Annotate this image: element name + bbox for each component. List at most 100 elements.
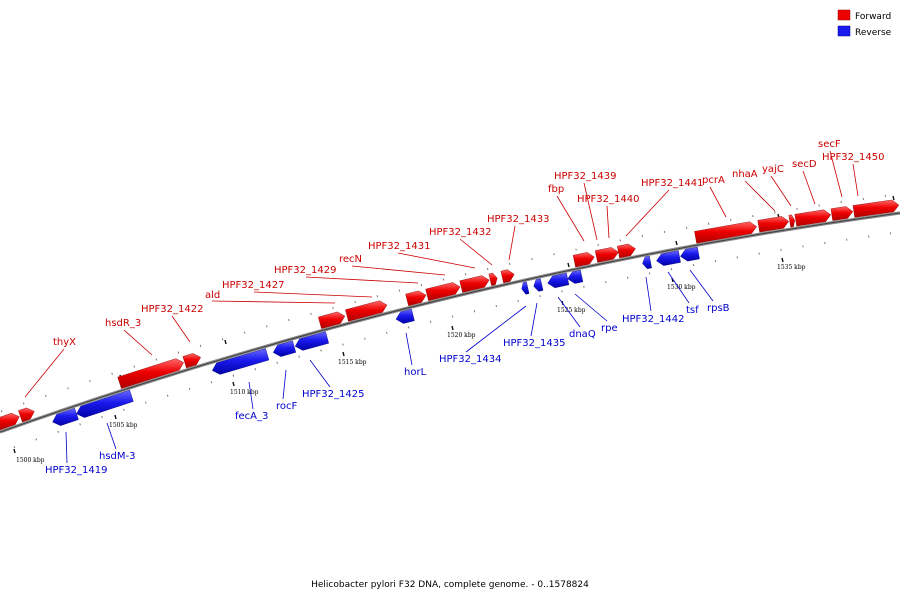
- axis-minor-tick: [221, 338, 224, 341]
- leader-nhaA: [744, 180, 776, 212]
- gene-label-HPF32_1433: HPF32_1433: [487, 214, 549, 225]
- axis-minor-tick: [288, 318, 290, 322]
- leader-dnaQ: [557, 296, 581, 328]
- axis-minor-tick: [145, 401, 147, 404]
- axis-major-tick: [114, 414, 117, 420]
- leader-HPF32_1435: [530, 302, 538, 337]
- axis-minor-tick: [254, 368, 257, 371]
- axis-minor-tick: [35, 438, 38, 441]
- axis-major-tick: [224, 339, 227, 345]
- gene-arrow-HPF32_1442: [642, 255, 652, 270]
- gene-arrow-secD: [794, 209, 832, 227]
- label-leader-lines: [24, 150, 859, 464]
- gene-label-nhaA: nhaA: [732, 169, 758, 180]
- gene-label-rpe: rpe: [601, 323, 618, 334]
- axis-minor-tick: [354, 300, 356, 304]
- leader-secD: [802, 170, 816, 205]
- gene-arrow-HPF32_1435: [533, 278, 544, 292]
- gene-label-HPF32_1427: HPF32_1427: [222, 280, 284, 291]
- gene-label-pcrA: pcrA: [702, 175, 725, 186]
- forward-gene-labels: thyX hsdR_3 HPF32_1422 ald HPF32_1427 HP…: [53, 139, 884, 348]
- leader-HPF32_1450: [852, 163, 859, 197]
- axis-minor-tick: [320, 349, 322, 352]
- gene-arrow-fecA_3: [212, 348, 270, 375]
- gene-arrows: [0, 199, 900, 431]
- leader-HPF32_1440: [606, 205, 610, 239]
- gene-arrow-pcrA: [694, 221, 757, 244]
- gene-label-HPF32_1442: HPF32_1442: [622, 314, 684, 325]
- axis-minor-tick: [376, 295, 378, 298]
- leader-recN: [351, 265, 446, 276]
- gene-label-HPF32_1441: HPF32_1441: [641, 178, 703, 189]
- gene-label-HPF32_1450: HPF32_1450: [822, 152, 884, 163]
- leader-fbp: [556, 195, 585, 242]
- gene-arrow-HPF32_1450: [852, 199, 900, 218]
- axis-minor-tick: [310, 312, 312, 315]
- gene-arrow-HPF32_1440: [617, 243, 636, 259]
- gene-label-HPF32_1434: HPF32_1434: [439, 354, 501, 365]
- axis-minor-tick: [188, 387, 191, 391]
- gene-arrow-thyX: [18, 407, 35, 423]
- gene-label-HPF32_1439: HPF32_1439: [554, 171, 616, 182]
- axis-minor-tick: [22, 402, 25, 405]
- legend-reverse-swatch: [837, 25, 851, 37]
- axis-minor-tick: [101, 415, 103, 419]
- gene-arrow-HPF32_1434: [521, 281, 530, 295]
- gene-arrow-HPF32_1432: [488, 272, 498, 286]
- axis-minor-tick: [298, 355, 300, 358]
- leader-HPF32_1433: [508, 225, 516, 261]
- axis-minor-tick: [79, 423, 81, 426]
- leader-secF: [829, 150, 843, 198]
- leader-HPF32_1422: [171, 315, 191, 343]
- gene-label-secD: secD: [792, 159, 817, 170]
- axis-minor-tick: [276, 361, 278, 364]
- leader-rpe: [574, 293, 608, 322]
- gene-arrow-ald: [318, 311, 346, 329]
- leader-horL: [405, 332, 413, 366]
- leader-HPF32_1425: [309, 359, 331, 388]
- gene-arrow-hsdR_3: [117, 358, 184, 389]
- gene-arrow-HPF32_1427: [345, 300, 388, 322]
- gene-arrow-secF: [830, 206, 854, 221]
- reverse-gene-labels: HPF32_1419 hsdM-3 fecA_3 rocF HPF32_1425…: [45, 303, 730, 476]
- tick-label-1525: 1525 kbp: [557, 307, 586, 314]
- gene-label-HPF32_1419: HPF32_1419: [45, 465, 107, 476]
- leader-tsf: [667, 271, 690, 304]
- gene-label-rpsB: rpsB: [707, 303, 730, 314]
- axis-minor-tick: [332, 306, 334, 309]
- leader-HPF32_1442: [645, 276, 652, 312]
- gene-label-secF: secF: [818, 139, 841, 150]
- leader-rocF: [282, 369, 287, 400]
- gene-label-HPF32_1431: HPF32_1431: [368, 241, 430, 252]
- gene-label-HPF32_1425: HPF32_1425: [302, 389, 364, 400]
- legend-reverse-label: Reverse: [855, 28, 892, 38]
- gene-arrow-rocF: [272, 340, 297, 357]
- axis-minor-tick: [89, 379, 91, 383]
- gene-label-HPF32_1435: HPF32_1435: [503, 338, 565, 349]
- axis-minor-tick: [243, 331, 246, 334]
- axis-tick-labels: 1500 kbp 1505 kbp 1510 kbp 1515 kbp 1520…: [16, 264, 806, 464]
- gene-label-ald: ald: [205, 290, 220, 301]
- gene-arrow-rpe: [567, 269, 584, 284]
- gene-arrow-HPF32_1422: [182, 353, 201, 369]
- axis-major-tick: [675, 240, 678, 246]
- gene-label-rocF: rocF: [276, 401, 298, 412]
- gene-label-hsdM-3: hsdM-3: [99, 451, 136, 462]
- axis-major-tick: [342, 351, 345, 357]
- axis-major-tick: [567, 262, 570, 268]
- leader-HPF32_1432: [459, 238, 493, 266]
- gene-label-HPF32_1422: HPF32_1422: [141, 304, 203, 315]
- gene-arrow-tsf: [656, 250, 681, 266]
- legend-forward-label: Forward: [855, 12, 891, 22]
- gene-arrow-horL: [395, 308, 415, 324]
- gene-arrow-HPF32_1425: [294, 331, 329, 351]
- leader-fecA_3: [248, 381, 254, 410]
- genome-backbone-core: [0, 212, 900, 433]
- tick-label-1510: 1510 kbp: [230, 389, 259, 396]
- axis-major-tick: [232, 381, 235, 387]
- axis-major-tick: [13, 448, 16, 454]
- tick-label-1515: 1515 kbp: [338, 359, 367, 366]
- axis-major-tick: [451, 325, 454, 331]
- axis-major-tick: [781, 257, 784, 263]
- gene-label-HPF32_1440: HPF32_1440: [577, 194, 639, 205]
